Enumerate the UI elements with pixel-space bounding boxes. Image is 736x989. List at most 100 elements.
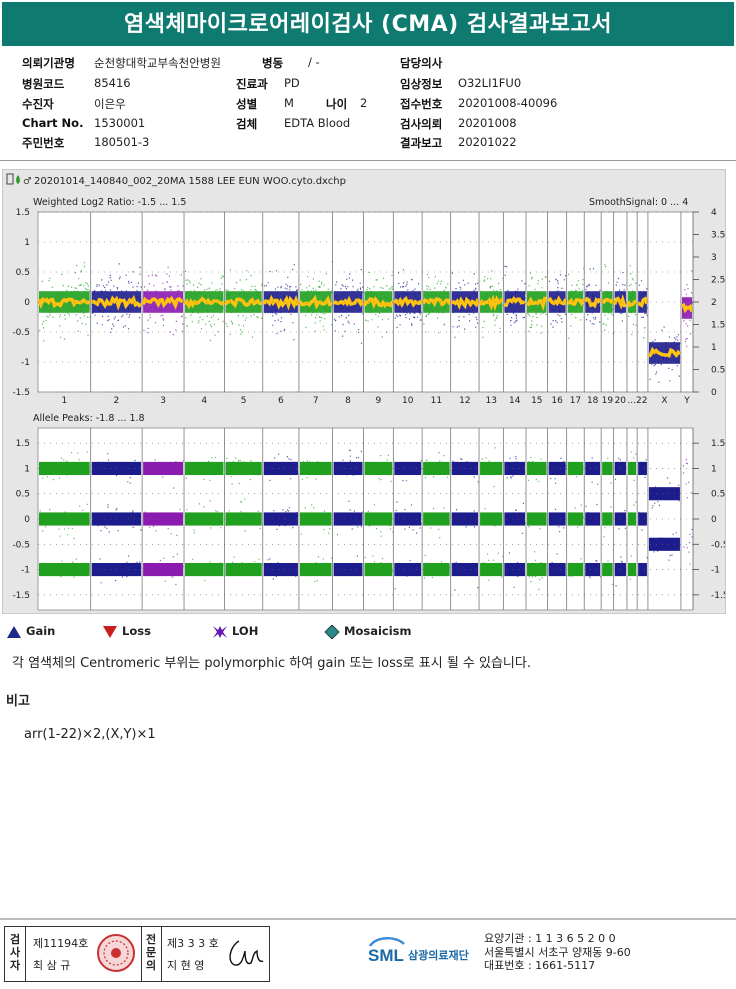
loh-icon [213, 625, 227, 638]
chart-label: Chart No. [22, 116, 84, 130]
allele-scatter [225, 457, 263, 576]
gain-triangle-icon [7, 625, 21, 638]
y2-tick-label: 3.5 [711, 231, 725, 241]
allele-band [185, 562, 224, 577]
smooth-signal [601, 298, 614, 305]
karyotype-result: arr(1-22)×2,(X,Y)×1 [24, 727, 156, 742]
allele-band [143, 461, 184, 476]
x-tick-label: 4 [201, 396, 207, 406]
report-date-label: 결과보고 [400, 136, 443, 150]
bottom-chromosome-22 [638, 459, 648, 577]
allele-scatter [569, 465, 585, 577]
bottom-chromosome-14 [504, 455, 526, 588]
y-tick-label: 1 [24, 464, 30, 474]
allele-band [394, 512, 422, 526]
allele-band [480, 562, 503, 577]
allele-band [299, 461, 332, 476]
y2-tick-label: -1.5 [711, 591, 725, 601]
signature-box: 검사자 제11194호 최 삼 규 전문의 제3 3 3 호 지 현 영 [4, 926, 270, 982]
y-tick-label: -0.5 [12, 328, 30, 338]
smooth-signal [393, 295, 423, 309]
top-chromosome-1 [37, 262, 91, 342]
top-chromosome-22 [636, 280, 649, 339]
top-chromosome-14 [504, 265, 527, 326]
receipt-value: 20201008-40096 [458, 96, 558, 110]
allele-scatter [527, 456, 546, 591]
top-chromosome-16 [547, 274, 568, 328]
smooth-signal [37, 296, 91, 310]
dept-label: 진료과 [236, 77, 268, 91]
bottom-chromosome-8 [333, 449, 364, 577]
allele-band [39, 512, 90, 526]
top-chromosome-11 [421, 273, 452, 334]
hospital-code-value: 85416 [94, 76, 131, 90]
x-tick-label: 18 [587, 396, 599, 406]
allele-band [548, 461, 566, 476]
x-tick-label: 15 [531, 396, 542, 406]
allele-band [185, 461, 224, 476]
allele-scatter [638, 459, 648, 576]
allele-band [585, 512, 601, 526]
x-tick-label: 13 [485, 396, 496, 406]
allele-band [394, 562, 422, 577]
allele-band [567, 562, 584, 577]
examiner-name: 최 삼 규 [33, 959, 71, 972]
smooth-signal [504, 295, 526, 308]
sig-divider [25, 927, 26, 981]
y2-tick-label: 0 [711, 388, 717, 398]
smooth-signal [636, 296, 649, 308]
specimen-value: EDTA Blood [284, 116, 351, 130]
allele-band [567, 461, 584, 476]
top-chromosome-18 [583, 268, 602, 325]
specialist-name: 지 현 영 [167, 959, 205, 972]
sex-value: M [284, 96, 294, 110]
male-icon: ♂ [23, 176, 32, 187]
bottom-chromosome-13 [480, 447, 504, 581]
top-chromosome-8 [332, 269, 365, 344]
legend-loss-label: Loss [122, 624, 151, 638]
y2-tick-label: 1.5 [711, 321, 725, 331]
smooth-signal [183, 296, 225, 310]
allele-band [567, 512, 584, 526]
allele-band [648, 537, 680, 551]
allele-band [602, 512, 613, 526]
allele-scatter [649, 477, 680, 561]
patient-info: 의뢰기관명 순천향대학교부속천안병원 병동 / - 담당의사 병원코드 8541… [22, 55, 722, 150]
examiner-number: 제11194호 [33, 937, 89, 950]
specialist-label: 전문의 [145, 933, 157, 972]
allele-band [333, 562, 363, 577]
drop-icon [16, 175, 20, 184]
y-tick-label: 1.5 [16, 439, 30, 449]
institution-label: 의뢰기관명 [22, 56, 75, 70]
allele-scatter [423, 452, 451, 579]
remark-title: 비고 [6, 694, 30, 709]
file-row: ♂ 20201014_140840_002_20MA 1588 LEE EUN … [6, 173, 346, 187]
top-panel [37, 211, 694, 393]
allele-scatter [300, 460, 333, 583]
top-chromosome-X [647, 326, 682, 383]
centromere-note: 각 염색체의 Centromeric 부위는 polymorphic 하여 ga… [12, 656, 531, 671]
legend-mosaicism-label: Mosaicism [344, 624, 412, 638]
x-tick-label: X [661, 396, 667, 406]
allele-band [504, 512, 526, 526]
allele-band [333, 512, 363, 526]
x-tick-label: 6 [278, 396, 284, 406]
y2-tick-label: 2.5 [711, 276, 725, 286]
clinical-label: 임상정보 [400, 77, 443, 91]
examiner-seal [97, 934, 135, 972]
smooth-signal [647, 346, 682, 358]
cma-chart-svg: ♂ 20201014_140840_002_20MA 1588 LEE EUN … [6, 173, 725, 611]
specialist-signature [229, 940, 264, 966]
sig-divider [141, 927, 142, 981]
patient-label: 수진자 [22, 97, 54, 111]
x-tick-label: 5 [241, 396, 247, 406]
allele-band [39, 562, 90, 577]
request-label: 검사의뢰 [400, 117, 443, 131]
bottom-chromosome-1 [39, 451, 91, 578]
y-tick-label: -1 [21, 358, 30, 368]
smooth-signal [612, 294, 627, 310]
smooth-signal [141, 295, 184, 310]
allele-band [299, 562, 332, 577]
bottom-chromosome-2 [91, 453, 142, 584]
y2-tick-label: 3 [711, 253, 717, 263]
